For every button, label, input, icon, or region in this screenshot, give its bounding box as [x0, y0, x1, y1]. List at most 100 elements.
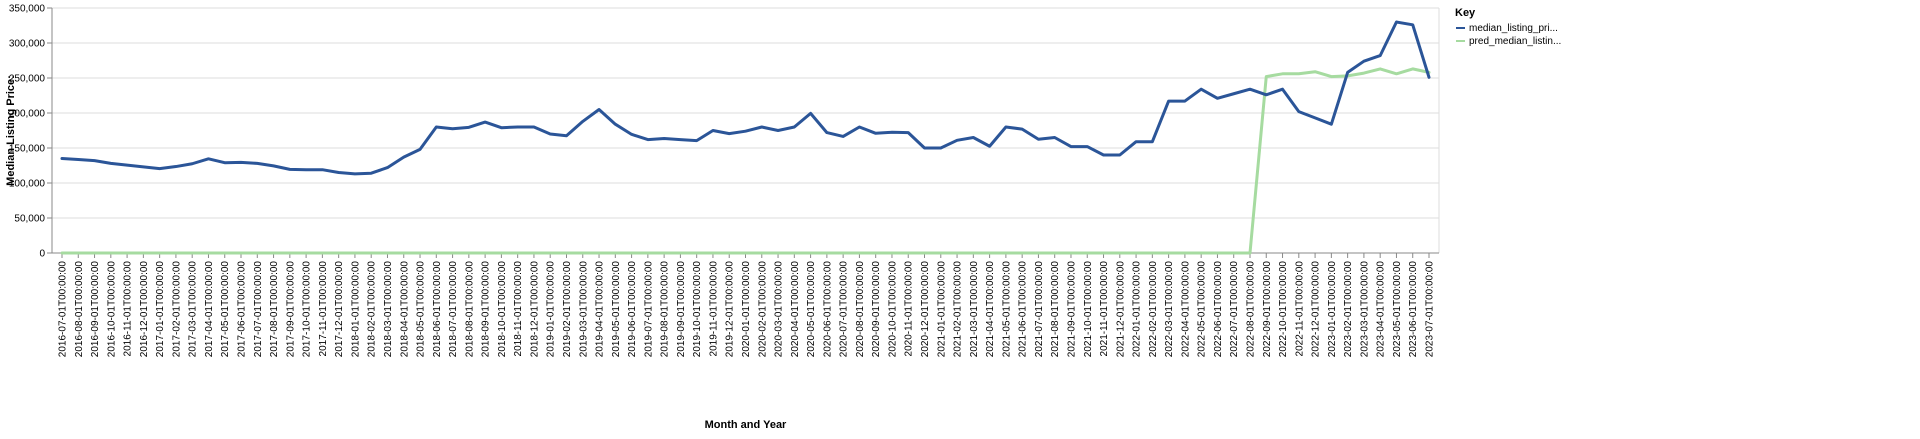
x-tick-label: 2023-01-01T00:00:00 — [1327, 261, 1338, 358]
x-tick-label: 2017-12-01T00:00:00 — [334, 261, 345, 358]
x-tick-label: 2016-10-01T00:00:00 — [106, 261, 117, 358]
x-tick-label: 2016-09-01T00:00:00 — [90, 261, 101, 358]
x-tick-label: 2019-10-01T00:00:00 — [692, 261, 703, 358]
x-tick-label: 2022-01-01T00:00:00 — [1132, 261, 1143, 358]
x-tick-label: 2017-04-01T00:00:00 — [204, 261, 215, 358]
x-tick-label: 2018-11-01T00:00:00 — [513, 261, 524, 357]
x-tick-label: 2022-11-01T00:00:00 — [1294, 261, 1305, 357]
series-lines — [60, 20, 1431, 255]
x-tick-label: 2021-06-01T00:00:00 — [1018, 261, 1029, 358]
x-tick-label: 2022-07-01T00:00:00 — [1229, 261, 1240, 358]
x-tick-label: 2023-07-01T00:00:00 — [1425, 261, 1436, 358]
x-tick-label: 2019-06-01T00:00:00 — [627, 261, 638, 358]
x-tick-label: 2017-02-01T00:00:00 — [171, 261, 182, 358]
x-tick-label: 2019-01-01T00:00:00 — [546, 261, 557, 358]
y-tick-label: 250,000 — [9, 74, 46, 85]
x-tick-label: 2018-10-01T00:00:00 — [497, 261, 508, 358]
x-tick-label: 2018-02-01T00:00:00 — [367, 261, 378, 358]
x-tick-label: 2019-02-01T00:00:00 — [562, 261, 573, 358]
x-tick-label: 2021-10-01T00:00:00 — [1083, 261, 1094, 358]
x-tick-label: 2020-02-01T00:00:00 — [757, 261, 768, 358]
x-tick-label: 2018-08-01T00:00:00 — [464, 261, 475, 358]
x-tick-label: 2016-12-01T00:00:00 — [139, 261, 150, 358]
x-tick-label: 2018-12-01T00:00:00 — [529, 261, 540, 358]
x-tick-label: 2022-08-01T00:00:00 — [1245, 261, 1256, 358]
x-tick-label: 2020-07-01T00:00:00 — [839, 261, 850, 358]
x-tick-label: 2018-05-01T00:00:00 — [416, 261, 427, 358]
x-tick-label: 2017-10-01T00:00:00 — [302, 261, 313, 358]
legend-label-0: median_listing_pri... — [1469, 23, 1558, 34]
x-tick-label: 2023-06-01T00:00:00 — [1408, 261, 1419, 358]
x-tick-label: 2020-01-01T00:00:00 — [741, 261, 752, 358]
x-tick-label: 2018-07-01T00:00:00 — [448, 261, 459, 358]
legend-label-1: pred_median_listin... — [1469, 36, 1561, 47]
x-axis-title: Month and Year — [705, 419, 787, 431]
x-tick-label: 2019-04-01T00:00:00 — [595, 261, 606, 358]
x-tick-label: 2019-03-01T00:00:00 — [578, 261, 589, 358]
x-tick-label: 2023-02-01T00:00:00 — [1343, 261, 1354, 358]
x-tick-label: 2022-09-01T00:00:00 — [1262, 261, 1273, 358]
x-tick-label: 2021-04-01T00:00:00 — [985, 261, 996, 358]
x-tick-label: 2019-07-01T00:00:00 — [643, 261, 654, 358]
y-tick-label: 200,000 — [9, 109, 46, 120]
x-tick-label: 2019-05-01T00:00:00 — [611, 261, 622, 358]
x-tick-label: 2020-11-01T00:00:00 — [904, 261, 915, 357]
x-tick-label: 2017-06-01T00:00:00 — [237, 261, 248, 358]
x-tick-label: 2021-11-01T00:00:00 — [1099, 261, 1110, 357]
x-tick-label: 2020-04-01T00:00:00 — [790, 261, 801, 358]
x-tick-label: 2019-08-01T00:00:00 — [660, 261, 671, 358]
x-tick-label: 2017-05-01T00:00:00 — [220, 261, 231, 358]
y-tick-label: 150,000 — [9, 144, 46, 155]
x-tick-label: 2016-11-01T00:00:00 — [123, 261, 134, 357]
x-tick-label: 2020-08-01T00:00:00 — [855, 261, 866, 358]
x-tick-label: 2016-08-01T00:00:00 — [74, 261, 85, 358]
x-tick-label: 2021-08-01T00:00:00 — [1050, 261, 1061, 358]
x-tick-label: 2022-05-01T00:00:00 — [1197, 261, 1208, 358]
x-tick-label: 2018-03-01T00:00:00 — [383, 261, 394, 358]
x-tick-label: 2022-12-01T00:00:00 — [1311, 261, 1322, 358]
x-tick-label: 2017-09-01T00:00:00 — [285, 261, 296, 358]
x-tick-label: 2021-09-01T00:00:00 — [1066, 261, 1077, 358]
x-tick-label: 2023-05-01T00:00:00 — [1392, 261, 1403, 358]
x-tick-label: 2022-10-01T00:00:00 — [1278, 261, 1289, 358]
x-tick-label: 2020-09-01T00:00:00 — [871, 261, 882, 358]
tick-labels: 0 50,000 100,000 150,000 200,000 250,000 300,0… — [9, 4, 1436, 358]
x-tick-label: 2022-06-01T00:00:00 — [1213, 261, 1224, 358]
grid — [52, 7, 1440, 253]
x-tick-label: 2020-12-01T00:00:00 — [920, 261, 931, 358]
x-tick-label: 2022-02-01T00:00:00 — [1148, 261, 1159, 358]
y-tick-label: 50,000 — [14, 214, 45, 225]
x-tick-label: 2018-04-01T00:00:00 — [399, 261, 410, 358]
x-tick-label: 2021-05-01T00:00:00 — [1001, 261, 1012, 358]
x-tick-label: 2017-07-01T00:00:00 — [253, 261, 264, 358]
x-tick-label: 2018-06-01T00:00:00 — [432, 261, 443, 358]
y-tick-label: 350,000 — [9, 4, 46, 15]
x-tick-label: 2019-12-01T00:00:00 — [725, 261, 736, 358]
x-tick-label: 2017-01-01T00:00:00 — [155, 261, 166, 358]
x-tick-label: 2018-09-01T00:00:00 — [481, 261, 492, 358]
y-axis-title: Median Listing Price: — [5, 75, 17, 186]
x-tick-label: 2021-07-01T00:00:00 — [1034, 261, 1045, 358]
x-tick-label: 2016-07-01T00:00:00 — [58, 261, 69, 358]
x-tick-label: 2021-12-01T00:00:00 — [1115, 261, 1126, 358]
x-tick-label: 2020-06-01T00:00:00 — [822, 261, 833, 358]
x-tick-label: 2017-11-01T00:00:00 — [318, 261, 329, 357]
x-tick-label: 2021-02-01T00:00:00 — [953, 261, 964, 358]
x-tick-label: 2021-03-01T00:00:00 — [969, 261, 980, 358]
x-tick-label: 2023-04-01T00:00:00 — [1376, 261, 1387, 358]
x-tick-label: 2017-08-01T00:00:00 — [269, 261, 280, 358]
x-tick-label: 2017-03-01T00:00:00 — [188, 261, 199, 358]
x-tick-label: 2020-05-01T00:00:00 — [806, 261, 817, 358]
x-tick-label: 2022-03-01T00:00:00 — [1164, 261, 1175, 358]
y-tick-label: 300,000 — [9, 39, 46, 50]
x-tick-label: 2020-10-01T00:00:00 — [887, 261, 898, 358]
x-tick-label: 2023-03-01T00:00:00 — [1359, 261, 1370, 358]
series-line-1 — [60, 67, 1431, 255]
series-line-0 — [60, 20, 1431, 176]
x-tick-label: 2022-04-01T00:00:00 — [1180, 261, 1191, 358]
legend: Key median_listing_pri... pred_median_lis… — [1455, 7, 1561, 47]
y-tick-label: 0 — [39, 249, 45, 260]
x-tick-label: 2019-11-01T00:00:00 — [708, 261, 719, 357]
